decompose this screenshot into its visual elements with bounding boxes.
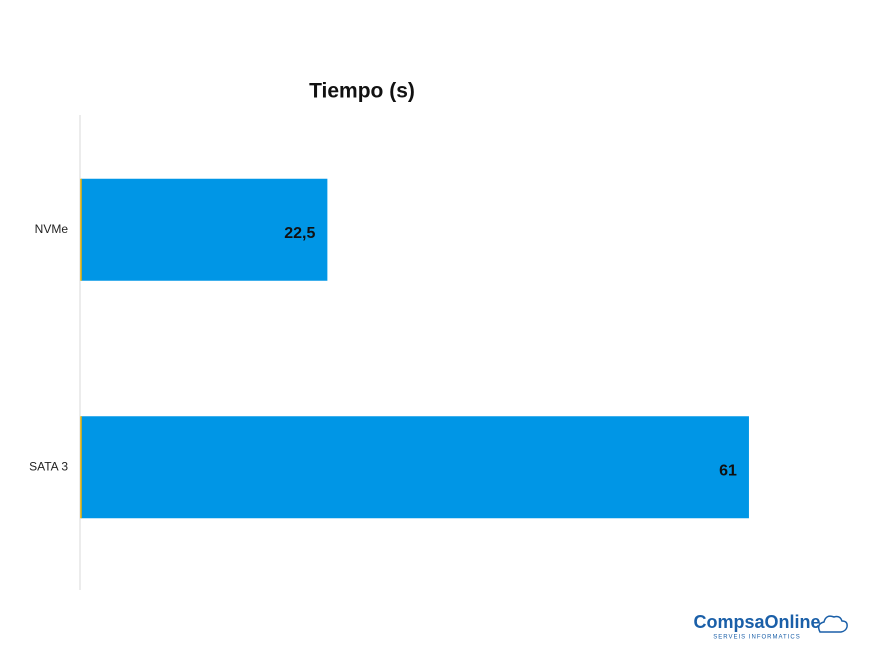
y-tick-label: SATA 3 <box>29 459 68 473</box>
logo-name: CompsaOnline <box>693 612 820 632</box>
chart-title: Tiempo (s) <box>309 80 415 103</box>
logo: CompsaOnline SERVEIS INFORMATICS <box>693 612 848 641</box>
value-label: 22,5 <box>284 225 315 242</box>
logo-cloud <box>817 615 848 633</box>
logo-tagline: SERVEIS INFORMATICS <box>713 635 800 641</box>
bar <box>81 416 749 519</box>
bar <box>81 178 328 281</box>
value-label: 61 <box>719 462 737 479</box>
y-tick-label: NVMe <box>35 222 69 236</box>
